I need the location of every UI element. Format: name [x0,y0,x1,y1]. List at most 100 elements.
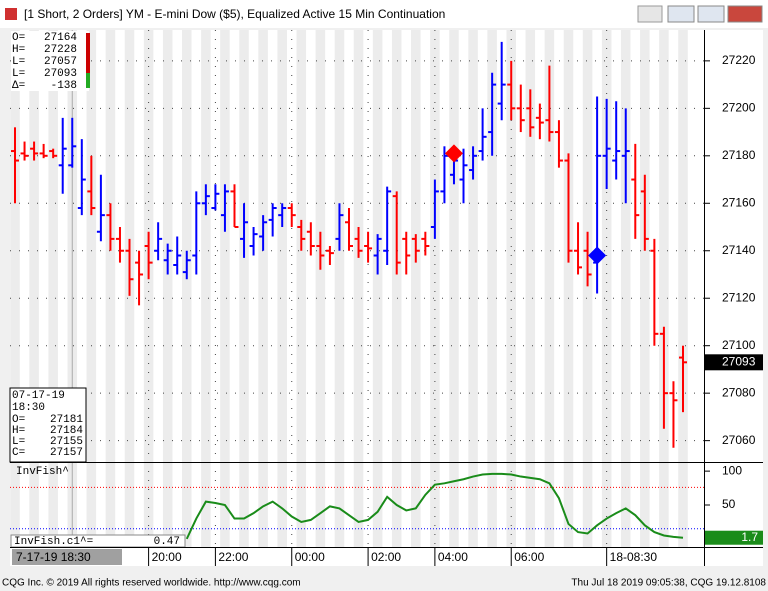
time-axis [10,548,763,566]
stripe [201,463,211,547]
stripe [143,463,154,547]
info-label: Δ= [12,80,25,92]
stripe [239,463,249,547]
x-tick-label: 22:00 [218,550,248,564]
cursor-value: 27157 [50,447,83,459]
info-label: L= [12,56,25,68]
stripe [48,30,58,462]
price-tag-label: 27093 [722,354,756,368]
y-tick-label: 27180 [722,148,756,162]
app-icon [5,8,17,20]
y-tick-label: 50 [722,497,736,511]
cursor-label: O= [12,414,25,426]
stripe [86,30,97,462]
y-tick-label: 27140 [722,243,756,257]
stripe [659,30,669,462]
stripe [29,30,39,462]
stripe [620,30,631,462]
stripe [525,463,536,547]
maximize-button[interactable] [697,5,725,23]
y-tick-label: 27220 [722,53,756,67]
footer-right: Thu Jul 18 2019 09:05:38, CQG 19.12.8108 [571,578,766,589]
stripe [162,463,173,547]
cursor-label: L= [12,436,25,448]
readout-value: 0.47 [154,536,180,548]
stripe [620,463,631,547]
stripe [678,30,688,462]
minimize-button[interactable] [667,5,695,23]
signal-marker [444,144,463,163]
stripe [678,463,688,547]
window-title: [1 Short, 2 Orders] YM - E-mini Dow ($5)… [24,7,445,21]
cursor-label: C= [12,447,25,459]
info-gauge-red [86,33,90,73]
info-label: L= [12,68,25,80]
stripe [86,463,97,547]
y-tick-label: 27200 [722,101,756,115]
x-tick-label: 06:00 [514,550,544,564]
stripe [430,463,440,547]
stripe [334,463,345,547]
value-axis [705,30,763,547]
info-box [11,31,89,91]
y-tick-label: 100 [722,463,742,477]
info-value: 27228 [44,44,77,56]
readout-label: InvFish.c1^= [14,536,93,548]
cursor-box [9,387,87,463]
indicator-line [185,472,684,540]
stripe [659,463,669,547]
indicator-name: InvFish^ [16,466,69,478]
stripe [10,30,20,462]
pin-button[interactable] [637,5,663,23]
stripe [468,30,478,462]
cursor-axis-label: 7-17-19 18:30 [16,550,91,564]
stripe [582,463,593,547]
stripe [544,463,555,547]
stripe [353,463,364,547]
stripe [10,463,20,547]
x-tick-label: 20:00 [152,550,182,564]
info-value: 27164 [44,32,77,44]
stripe [411,463,421,547]
info-label: O= [12,32,25,44]
stripe [525,30,536,462]
info-label: H= [12,44,25,56]
stripe [277,30,287,462]
stripe [506,463,516,547]
stripe [449,463,459,547]
y-tick-label: 27100 [722,338,756,352]
stripe [315,463,326,547]
indicator-tag [705,530,763,545]
stripe [277,463,287,547]
stripe [487,30,497,462]
stripe [468,463,478,547]
cursor-time: 18:30 [12,402,45,414]
x-tick-label: 00:00 [295,550,325,564]
close-button[interactable] [727,5,763,23]
info-value: 27093 [44,68,77,80]
stripe [105,463,116,547]
info-gauge-green [86,73,90,88]
stripe [220,30,230,462]
cursor-value: 27155 [50,436,83,448]
signal-marker [588,246,607,265]
stripe [182,463,192,547]
y-tick-label: 27080 [722,385,756,399]
info-value: -138 [51,80,77,92]
stripe [544,30,555,462]
cursor-value: 27184 [50,425,83,437]
stripe [563,463,574,547]
stripe [487,463,497,547]
y-tick-label: 27160 [722,195,756,209]
stripe [258,463,268,547]
y-tick-label: 27060 [722,433,756,447]
cursor-date: 07-17-19 [12,390,65,402]
stripe [124,463,135,547]
stripe [601,463,612,547]
x-tick-label: 18-08:30 [610,550,658,564]
footer-left: CQG Inc. © 2019 All rights reserved worl… [2,578,301,589]
price-tag [705,354,763,371]
y-tick-label: 27120 [722,290,756,304]
